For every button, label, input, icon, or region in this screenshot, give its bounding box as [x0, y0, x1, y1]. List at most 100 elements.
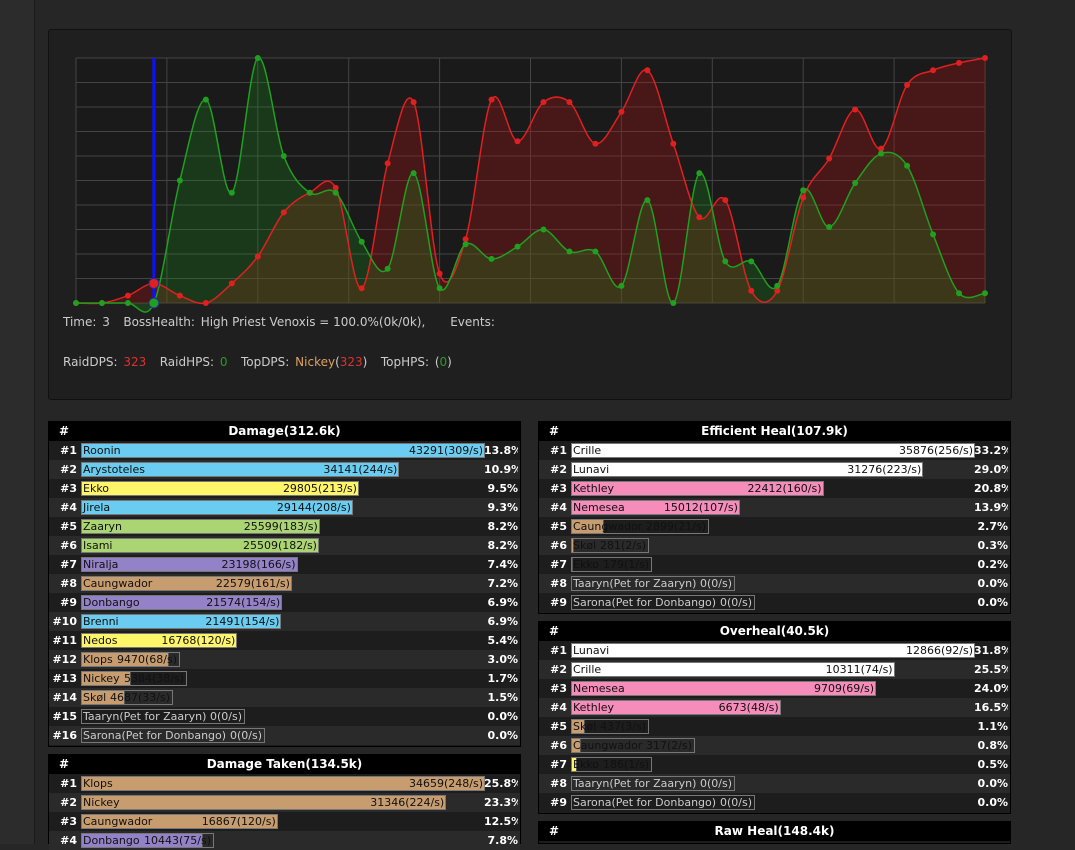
meter-row[interactable]: #4 Kethley 6673(48/s) 16.5%: [539, 698, 1010, 717]
data-point-hps: [98, 300, 105, 306]
row-rank: #7: [550, 758, 567, 771]
row-rank: #9: [550, 596, 567, 609]
row-label-outline: [81, 671, 187, 686]
meter-row[interactable]: #3 Nemesea 9709(69/s) 24.0%: [539, 679, 1010, 698]
meter-row[interactable]: #9 Sarona(Pet for Donbango) 0(0/s) 0.0%: [539, 793, 1010, 812]
meter-row[interactable]: #3 Caungwador 16867(120/s) 12.5%: [49, 812, 520, 831]
row-bar-area: Ekko 179(1/s): [571, 557, 975, 572]
data-point-dps: [254, 253, 261, 260]
row-bar-area: Caungwador 317(2/s): [571, 738, 975, 753]
meter-row[interactable]: #5 Zaaryn 25599(183/s) 8.2%: [49, 517, 520, 536]
meter-row[interactable]: #1 Roonin 43291(309/s)13.8%: [49, 441, 520, 460]
meter-row[interactable]: #8 Caungwador 22579(161/s) 7.2%: [49, 574, 520, 593]
data-point-hps: [644, 197, 651, 204]
meter-row[interactable]: #7 Ekko 186(1/s) 0.5%: [539, 755, 1010, 774]
row-bar-area: Ekko 29805(213/s): [81, 481, 485, 496]
row-bar-area: Nickey 31346(224/s): [81, 795, 485, 810]
meter-row[interactable]: #10 Brenni 21491(154/s) 6.9%: [49, 612, 520, 631]
row-percent: 0.3%: [977, 539, 1008, 552]
meter-header[interactable]: # Efficient Heal(107.9k): [539, 422, 1010, 441]
row-bar-area: Nedos 16768(120/s): [81, 633, 485, 648]
dps-hps-graph[interactable]: [49, 30, 1011, 320]
meter-row[interactable]: #12 Klops 9470(68/s) 3.0%: [49, 650, 520, 669]
meter-title: Raw Heal(148.4k): [714, 824, 835, 838]
row-rank: #2: [60, 463, 77, 476]
row-label-outline: [81, 690, 173, 705]
meter-row[interactable]: #1 Klops 34659(248/s)25.8%: [49, 774, 520, 793]
meter-row[interactable]: #2 Nickey 31346(224/s) 23.3%: [49, 793, 520, 812]
meter-row[interactable]: #3 Ekko 29805(213/s) 9.5%: [49, 479, 520, 498]
meter-row[interactable]: #5 Caungwador 2899(21/s) 2.7%: [539, 517, 1010, 536]
row-percent: 7.4%: [487, 558, 518, 571]
meter-row[interactable]: #2 Crille 10311(74/s) 25.5%: [539, 660, 1010, 679]
meter-row[interactable]: #11 Nedos 16768(120/s) 5.4%: [49, 631, 520, 650]
data-point-hps: [254, 55, 261, 61]
meter-row[interactable]: #6 Caungwador 317(2/s) 0.8%: [539, 736, 1010, 755]
meter-row[interactable]: #15 Taaryn(Pet for Zaaryn) 0(0/s) 0.0%: [49, 707, 520, 726]
row-name: Klops: [83, 777, 113, 790]
data-point-dps: [436, 270, 443, 277]
row-rank: #1: [550, 644, 567, 657]
meter-header[interactable]: # Damage(312.6k): [49, 422, 520, 441]
meter-row[interactable]: #7 Niralja 23198(166/s) 7.4%: [49, 555, 520, 574]
row-value: 0(0/s): [700, 777, 733, 790]
row-bar-area: Nemesea 9709(69/s): [571, 681, 975, 696]
row-value: 437(3/s): [600, 720, 647, 733]
meter-row[interactable]: #1 Lunavi 12866(92/s)31.8%: [539, 641, 1010, 660]
row-name: Lunavi: [573, 644, 610, 657]
row-label-outline: [81, 481, 359, 496]
row-rank: #9: [550, 796, 567, 809]
row-rank: #5: [550, 520, 567, 533]
row-rank: #13: [52, 672, 77, 685]
meter-row[interactable]: #5 Skøl 437(3/s) 1.1%: [539, 717, 1010, 736]
row-name: Taaryn(Pet for Zaaryn): [573, 577, 697, 590]
row-label-outline: [81, 795, 447, 810]
meter-row[interactable]: #4 Nemesea 15012(107/s) 13.9%: [539, 498, 1010, 517]
row-rank: #4: [60, 834, 77, 847]
row-name: Crille: [573, 444, 602, 457]
row-label-outline: [81, 462, 400, 477]
row-rank: #4: [550, 501, 567, 514]
meter-row[interactable]: #13 Nickey 5384(38/s) 1.7%: [49, 669, 520, 688]
overheal-meter: # Overheal(40.5k) #1 Lunavi 12866(92/s)31.8%…: [538, 621, 1011, 814]
meter-row[interactable]: #14 Skøl 4687(33/s) 1.5%: [49, 688, 520, 707]
row-label-outline: [571, 776, 735, 791]
data-point-hps: [148, 297, 160, 309]
meter-row[interactable]: #4 Jirela 29144(208/s) 9.3%: [49, 498, 520, 517]
row-bar-area: Brenni 21491(154/s): [81, 614, 485, 629]
meter-header[interactable]: # Damage Taken(134.5k): [49, 755, 520, 774]
row-percent: 0.0%: [977, 796, 1008, 809]
row-percent: 1.5%: [487, 691, 518, 704]
meter-header[interactable]: # Raw Heal(148.4k): [539, 822, 1010, 841]
row-name: Caungwador: [573, 520, 643, 533]
row-value: 16867(120/s): [201, 815, 276, 828]
meter-row[interactable]: #8 Taaryn(Pet for Zaaryn) 0(0/s) 0.0%: [539, 774, 1010, 793]
meter-row[interactable]: #3 Kethley 22412(160/s) 20.8%: [539, 479, 1010, 498]
meter-row[interactable]: #2 Arystoteles 34141(244/s) 10.9%: [49, 460, 520, 479]
meter-row[interactable]: #16 Sarona(Pet for Donbango) 0(0/s) 0.0%: [49, 726, 520, 745]
meter-row[interactable]: #6 Skøl 281(2/s) 0.3%: [539, 536, 1010, 555]
row-value: 9470(68/s): [117, 653, 178, 666]
row-name: Sarona(Pet for Donbango): [83, 729, 227, 742]
meter-row[interactable]: #6 Isami 25509(182/s) 8.2%: [49, 536, 520, 555]
meter-row[interactable]: #9 Sarona(Pet for Donbango) 0(0/s) 0.0%: [539, 593, 1010, 612]
row-name: Kethley: [573, 701, 615, 714]
meter-row[interactable]: #9 Donbango 21574(154/s) 6.9%: [49, 593, 520, 612]
row-bar-area: Nickey 5384(38/s): [81, 671, 485, 686]
row-percent: 2.7%: [977, 520, 1008, 533]
meter-header[interactable]: # Overheal(40.5k): [539, 622, 1010, 641]
row-rank: #11: [52, 634, 77, 647]
meter-row[interactable]: #2 Lunavi 31276(223/s) 29.0%: [539, 460, 1010, 479]
meter-row[interactable]: #1 Crille 35876(256/s)33.2%: [539, 441, 1010, 460]
meter-row[interactable]: #7 Ekko 179(1/s) 0.2%: [539, 555, 1010, 574]
data-point-dps: [670, 140, 677, 147]
meter-row[interactable]: #4 Donbango 10443(75/s) 7.8%: [49, 831, 520, 850]
meter-row[interactable]: #8 Taaryn(Pet for Zaaryn) 0(0/s) 0.0%: [539, 574, 1010, 593]
data-point-hps: [514, 243, 521, 250]
series-area-dps: [76, 58, 985, 304]
row-value: 35876(256/s): [899, 444, 974, 457]
row-name: Zaaryn: [83, 520, 123, 533]
row-percent: 0.2%: [977, 558, 1008, 571]
row-value: 2899(21/s): [646, 520, 707, 533]
data-point-hps: [670, 300, 677, 306]
